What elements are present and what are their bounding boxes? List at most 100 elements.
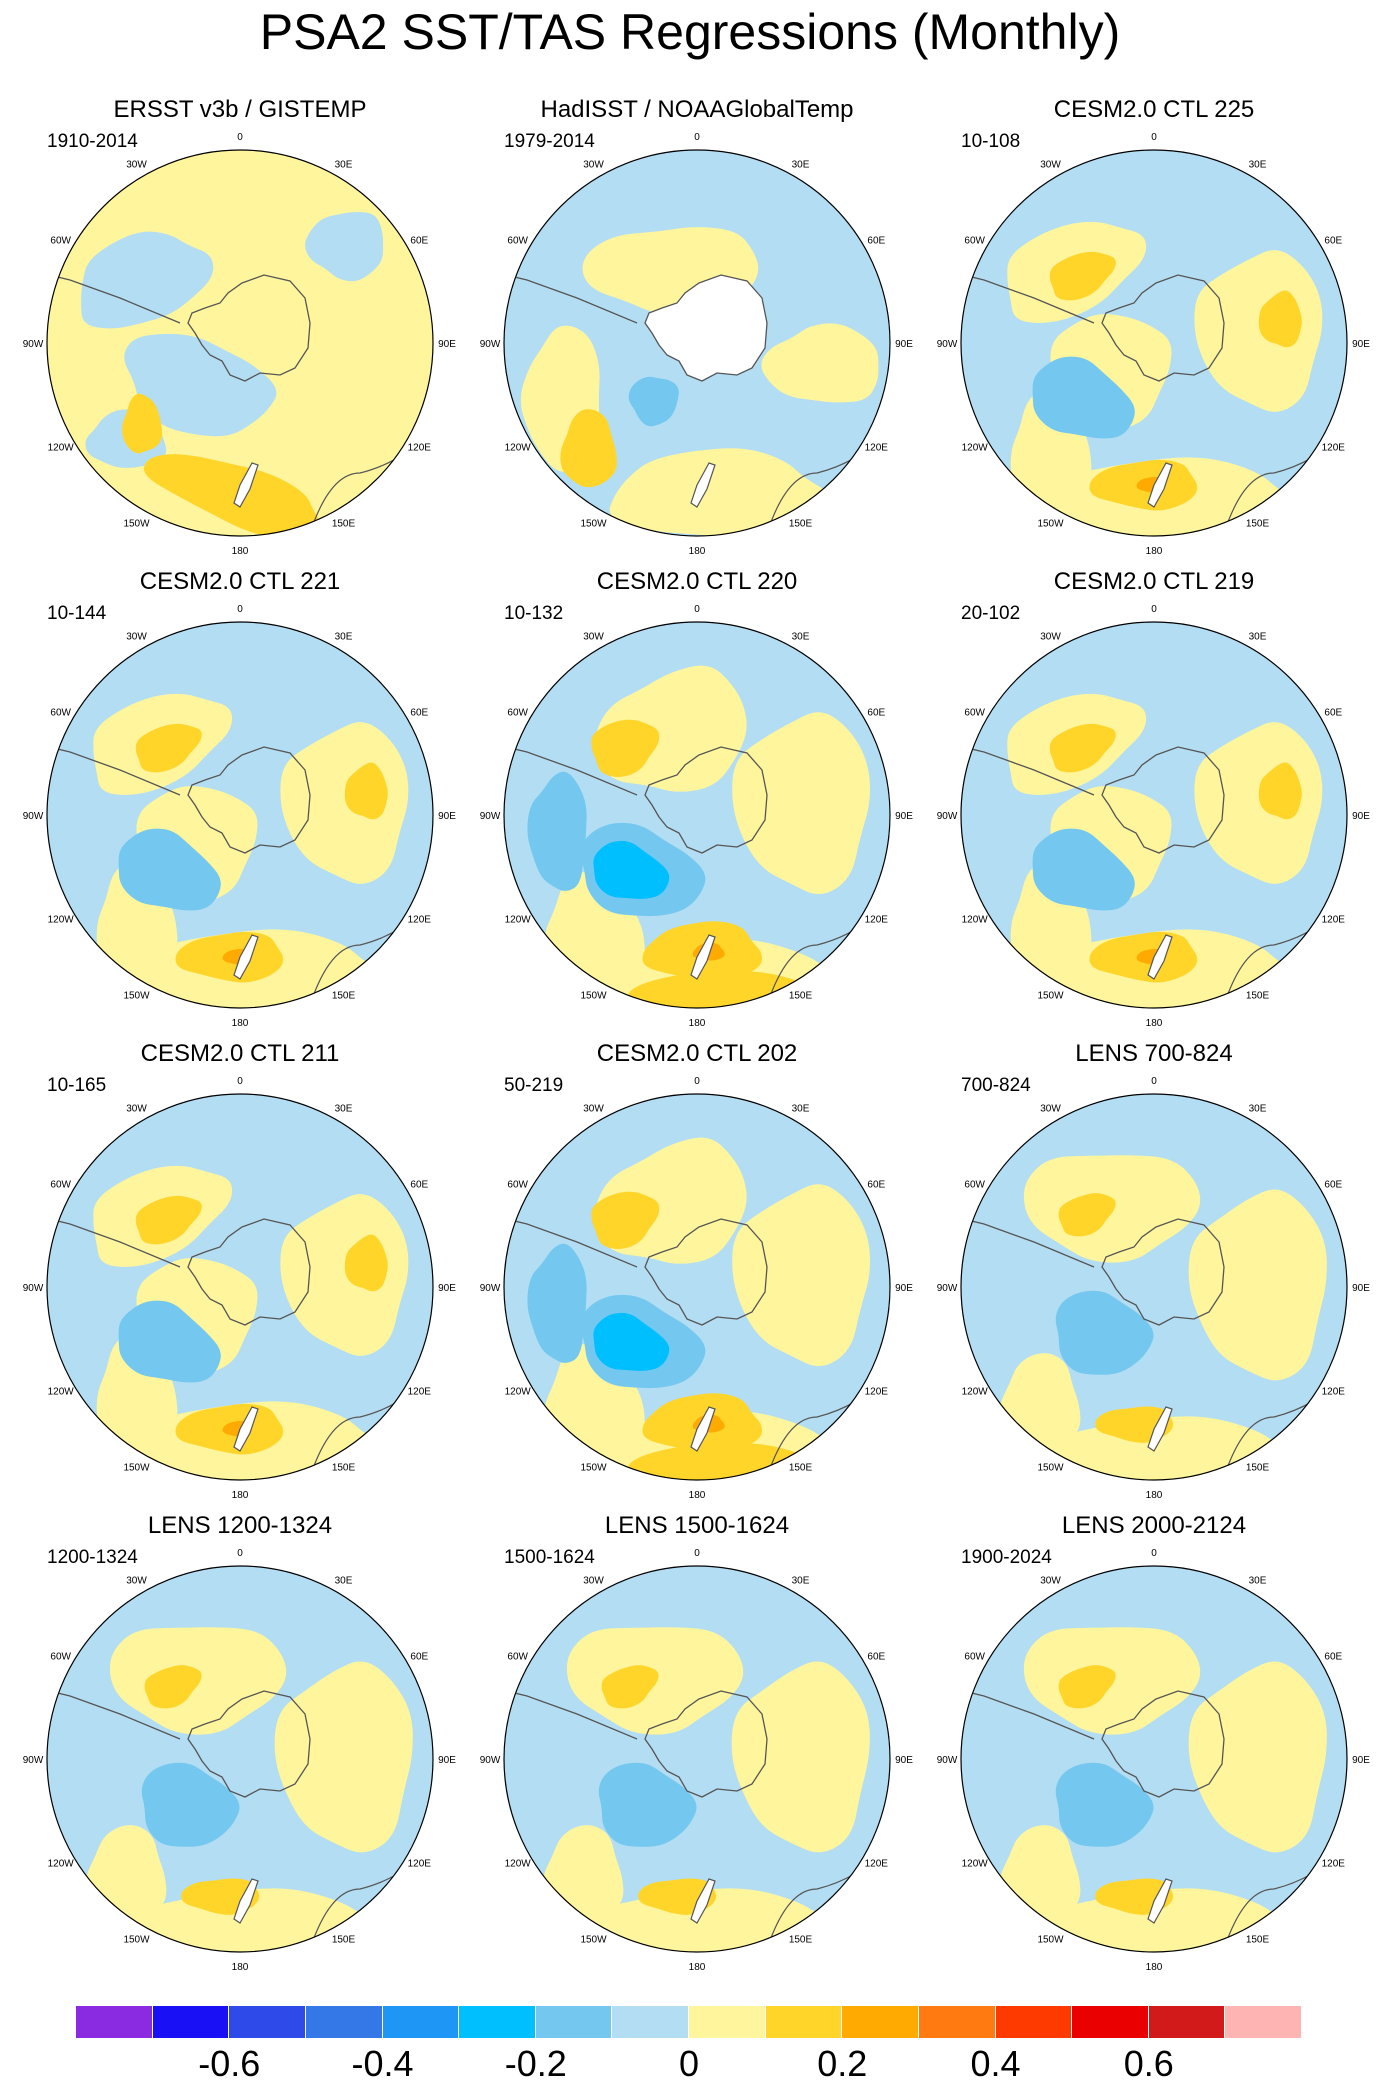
lon-label: 150W <box>123 990 150 1001</box>
lon-label: 0 <box>1151 1076 1157 1087</box>
lon-label: 120E <box>1322 1387 1346 1398</box>
lon-label: 150E <box>789 990 813 1001</box>
colorbar-box <box>229 2006 306 2038</box>
lon-label: 150E <box>332 518 356 529</box>
lon-label: 0 <box>237 132 243 143</box>
regression-field <box>47 150 433 536</box>
lon-label: 120E <box>865 443 889 454</box>
panel-title: CESM2.0 CTL 221 <box>139 568 341 595</box>
polar-stereographic-map: 0 30E 60E 90E 120E 150E 180 150W 120W 90W 60W 30W <box>937 604 1371 1027</box>
lon-label: 120W <box>962 1387 989 1398</box>
lon-label: 60W <box>50 236 71 247</box>
lon-label: 180 <box>232 546 249 555</box>
map-boundary <box>960 1565 1348 1953</box>
lon-label: 30E <box>792 160 810 171</box>
lon-label: 60W <box>507 708 528 719</box>
map-panel: 0 30E 60E 90E 120E 150E 180 150W 120W 90W 60W 30W CE… <box>924 567 1380 1027</box>
lon-label: 90W <box>23 1283 44 1294</box>
lon-label: 60E <box>410 1180 428 1191</box>
colorbar-tick-label: 0.6 <box>1123 2043 1174 2084</box>
lon-label: 150E <box>1246 1462 1270 1473</box>
lon-label: 90E <box>895 339 913 350</box>
lon-label: 150W <box>1037 990 1064 1001</box>
lon-label: 120W <box>48 443 75 454</box>
lon-label: 90E <box>1352 1755 1370 1766</box>
regression-field <box>504 1566 890 1952</box>
lon-label: 150E <box>332 1462 356 1473</box>
lon-label: 150E <box>332 1934 356 1945</box>
lon-label: 120E <box>865 915 889 926</box>
polar-stereographic-map: 0 30E 60E 90E 120E 150E 180 150W 120W 90W 60W 30W <box>23 132 457 555</box>
polar-stereographic-map: 0 30E 60E 90E 120E 150E 180 150W 120W 90W 60W 30W <box>480 132 914 555</box>
colorbar-tick-label: -0.4 <box>351 2043 414 2084</box>
lon-label: 60W <box>50 708 71 719</box>
panel-title: CESM2.0 CTL 225 <box>1053 96 1255 123</box>
antarctica-coastline <box>1101 1690 1225 1798</box>
lon-label: 150E <box>789 518 813 529</box>
lon-label: 90W <box>23 811 44 822</box>
antarctica-coastline <box>187 1218 311 1326</box>
lon-label: 180 <box>689 546 706 555</box>
polar-stereographic-map: 0 30E 60E 90E 120E 150E 180 150W 120W 90W 60W 30W <box>23 604 457 1027</box>
lon-label: 30E <box>1249 632 1267 643</box>
lon-label: 150E <box>332 990 356 1001</box>
lon-label: 120W <box>505 1859 532 1870</box>
lon-label: 60W <box>50 1180 71 1191</box>
regression-field <box>504 622 890 1008</box>
panel-period: 1910-2014 <box>47 131 138 152</box>
lon-label: 150E <box>1246 1934 1270 1945</box>
lon-label: 120W <box>962 1859 989 1870</box>
regression-field <box>961 1094 1347 1480</box>
lon-label: 0 <box>1151 1548 1157 1559</box>
lon-label: 30W <box>126 160 147 171</box>
lon-label: 60W <box>964 1652 985 1663</box>
map-boundary <box>960 149 1348 537</box>
antarctica-coastline <box>187 274 311 382</box>
lon-label: 90E <box>895 1755 913 1766</box>
lon-label: 0 <box>1151 132 1157 143</box>
panel-title: LENS 700-824 <box>1075 1040 1233 1067</box>
polar-stereographic-map: 0 30E 60E 90E 120E 150E 180 150W 120W 90W 60W 30W <box>480 604 914 1027</box>
map-panel: 0 30E 60E 90E 120E 150E 180 150W 120W 90W 60W 30W Ha… <box>467 95 927 555</box>
lon-label: 60E <box>410 708 428 719</box>
lon-label: 30E <box>335 632 353 643</box>
panel-title: CESM2.0 CTL 211 <box>140 1040 340 1067</box>
panel-period: 1979-2014 <box>504 131 595 152</box>
lon-label: 150E <box>789 1934 813 1945</box>
lon-label: 30E <box>792 632 810 643</box>
map-boundary <box>960 621 1348 1009</box>
regression-field <box>961 622 1347 1008</box>
lon-label: 90E <box>438 1283 456 1294</box>
colorbar-box <box>459 2006 536 2038</box>
lon-label: 30E <box>792 1104 810 1115</box>
lon-label: 90E <box>438 339 456 350</box>
map-panel: 0 30E 60E 90E 120E 150E 180 150W 120W 90W 60W 30W CE… <box>924 95 1380 555</box>
lon-label: 60E <box>1324 1180 1342 1191</box>
antarctica-coastline <box>187 1690 311 1798</box>
lon-label: 120W <box>962 443 989 454</box>
lon-label: 120W <box>48 915 75 926</box>
map-panel: 0 30E 60E 90E 120E 150E 180 150W 120W 90W 60W 30W CE… <box>10 567 470 1027</box>
panel-title: CESM2.0 CTL 220 <box>596 568 798 595</box>
lon-label: 90E <box>1352 1283 1370 1294</box>
polar-stereographic-map: 0 30E 60E 90E 120E 150E 180 150W 120W 90W 60W 30W <box>937 1548 1371 1971</box>
lon-label: 90W <box>937 339 958 350</box>
lon-label: 60W <box>507 1180 528 1191</box>
panel-title: ERSST v3b / GISTEMP <box>113 96 367 123</box>
polar-stereographic-map: 0 30E 60E 90E 120E 150E 180 150W 120W 90W 60W 30W <box>937 132 1371 555</box>
lon-label: 30E <box>335 1576 353 1587</box>
lon-label: 180 <box>689 1490 706 1499</box>
lon-label: 120W <box>48 1859 75 1870</box>
lon-label: 30W <box>1040 632 1061 643</box>
lon-label: 120E <box>408 1387 432 1398</box>
lon-label: 0 <box>694 1076 700 1087</box>
lon-label: 60W <box>507 236 528 247</box>
lon-label: 30E <box>335 1104 353 1115</box>
lon-label: 180 <box>232 1490 249 1499</box>
colorbar-box <box>152 2006 230 2038</box>
map-panel: 0 30E 60E 90E 120E 150E 180 150W 120W 90W 60W 30W LE… <box>467 1511 927 1971</box>
lon-label: 120E <box>408 1859 432 1870</box>
lon-label: 0 <box>237 604 243 615</box>
map-boundary <box>46 149 434 537</box>
lon-label: 0 <box>1151 604 1157 615</box>
